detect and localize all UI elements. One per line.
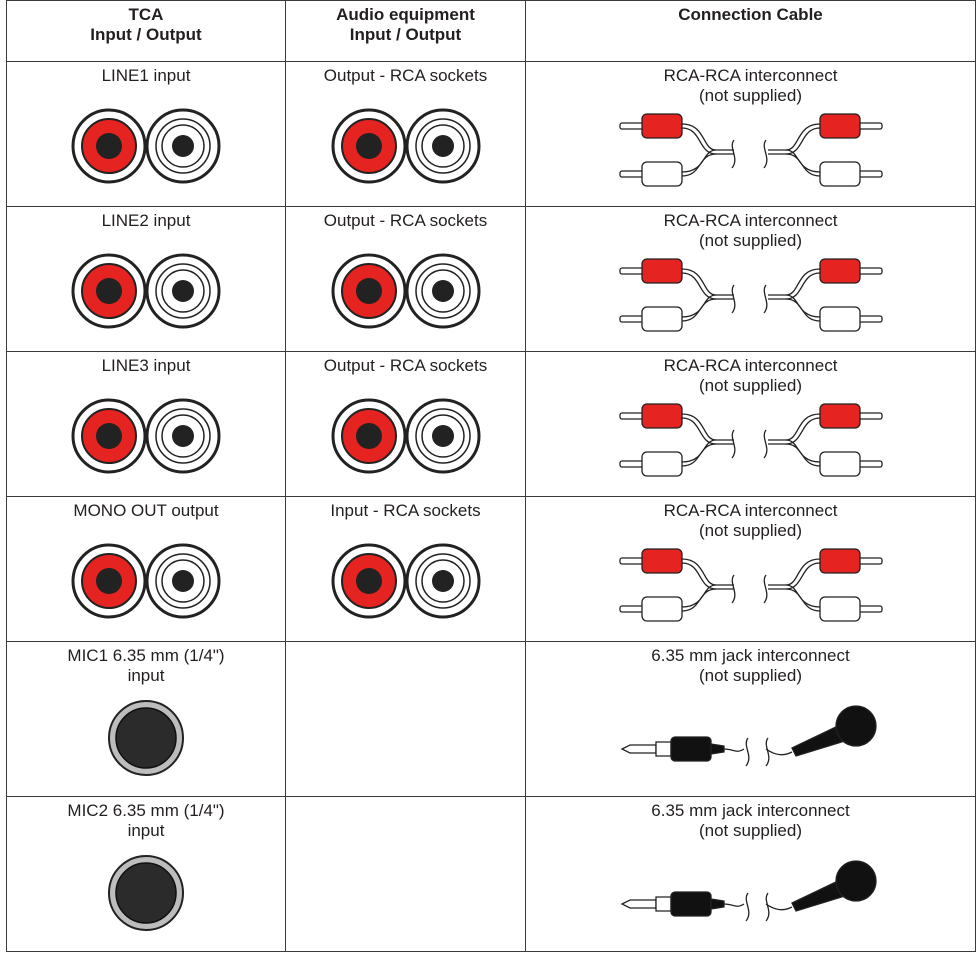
- cell-text: RCA-RCA interconnect: [663, 501, 838, 520]
- cell-text: 6.35 mm jack interconnect: [651, 646, 850, 665]
- cell: RCA-RCA interconnect (not supplied): [525, 351, 976, 497]
- cell: Output - RCA sockets: [285, 61, 526, 207]
- rca-sockets-icon: [71, 251, 221, 331]
- cell-text: LINE2 input: [101, 211, 191, 230]
- cell-text: (not supplied): [698, 86, 802, 105]
- cell-text: MONO OUT output: [73, 501, 219, 520]
- cell-text: Input - RCA sockets: [330, 501, 481, 520]
- cell: 6.35 mm jack interconnect (not supplied): [525, 796, 976, 952]
- cell-text: input: [127, 666, 165, 685]
- row: MIC1 6.35 mm (1/4") input 6.35 mm jack in…: [6, 641, 976, 797]
- row: LINE2 input Output - RCA sockets RCA-RCA…: [6, 206, 976, 352]
- cell-text: RCA-RCA interconnect: [663, 211, 838, 230]
- row: LINE3 input Output - RCA sockets RCA-RCA…: [6, 351, 976, 497]
- cell: Output - RCA sockets: [285, 351, 526, 497]
- header-row: TCA Input / Output Audio equipment Input /…: [6, 0, 976, 62]
- row: MONO OUT output Input - RCA sockets RCA-…: [6, 496, 976, 642]
- cell-text: (not supplied): [698, 666, 802, 685]
- jack-cable-icon: [616, 859, 886, 929]
- cell-text: (not supplied): [698, 521, 802, 540]
- rca-sockets-icon: [331, 396, 481, 476]
- cell-text: 6.35 mm jack interconnect: [651, 801, 850, 820]
- header-text: Input / Output: [349, 25, 462, 44]
- cell-text: MIC1 6.35 mm (1/4"): [67, 646, 225, 665]
- jack-cable-icon: [616, 704, 886, 774]
- rca-sockets-icon: [331, 541, 481, 621]
- rca-cable-icon: [616, 106, 886, 196]
- cell: LINE3 input: [6, 351, 286, 497]
- jack-socket-icon: [106, 853, 186, 933]
- cell-text: (not supplied): [698, 376, 802, 395]
- cell: 6.35 mm jack interconnect (not supplied): [525, 641, 976, 797]
- cell-text: RCA-RCA interconnect: [663, 66, 838, 85]
- cell-text: MIC2 6.35 mm (1/4"): [67, 801, 225, 820]
- header-text: Input / Output: [90, 25, 202, 44]
- header-text: TCA: [128, 5, 164, 24]
- cell: LINE1 input: [6, 61, 286, 207]
- cell: RCA-RCA interconnect (not supplied): [525, 496, 976, 642]
- cell-text: Output - RCA sockets: [323, 211, 488, 230]
- cell: [285, 641, 526, 797]
- cell: [285, 796, 526, 952]
- cell: MIC2 6.35 mm (1/4") input: [6, 796, 286, 952]
- cell-text: (not supplied): [698, 231, 802, 250]
- cell-text: LINE1 input: [101, 66, 191, 85]
- rca-cable-icon: [616, 251, 886, 341]
- header-cell: TCA Input / Output: [6, 0, 286, 62]
- rca-sockets-icon: [71, 106, 221, 186]
- cell: Input - RCA sockets: [285, 496, 526, 642]
- cell-text: LINE3 input: [101, 356, 191, 375]
- header-cell: Connection Cable: [525, 0, 976, 62]
- header-text: Connection Cable: [678, 5, 823, 24]
- connection-table: TCA Input / Output Audio equipment Input /…: [6, 0, 976, 952]
- rca-sockets-icon: [71, 541, 221, 621]
- cell: RCA-RCA interconnect (not supplied): [525, 206, 976, 352]
- jack-socket-icon: [106, 698, 186, 778]
- cell: MONO OUT output: [6, 496, 286, 642]
- row: LINE1 input Output - RCA sockets RCA-RCA…: [6, 61, 976, 207]
- cell-text: (not supplied): [698, 821, 802, 840]
- rca-sockets-icon: [71, 396, 221, 476]
- cell: MIC1 6.35 mm (1/4") input: [6, 641, 286, 797]
- cell: Output - RCA sockets: [285, 206, 526, 352]
- cell-text: input: [127, 821, 165, 840]
- cell-text: Output - RCA sockets: [323, 66, 488, 85]
- header-text: Audio equipment: [336, 5, 475, 24]
- rca-cable-icon: [616, 541, 886, 631]
- cell-text: RCA-RCA interconnect: [663, 356, 838, 375]
- row: MIC2 6.35 mm (1/4") input 6.35 mm jack in…: [6, 796, 976, 952]
- cell: RCA-RCA interconnect (not supplied): [525, 61, 976, 207]
- header-cell: Audio equipment Input / Output: [285, 0, 526, 62]
- cell-text: Output - RCA sockets: [323, 356, 488, 375]
- cell: LINE2 input: [6, 206, 286, 352]
- rca-sockets-icon: [331, 106, 481, 186]
- rca-cable-icon: [616, 396, 886, 486]
- rca-sockets-icon: [331, 251, 481, 331]
